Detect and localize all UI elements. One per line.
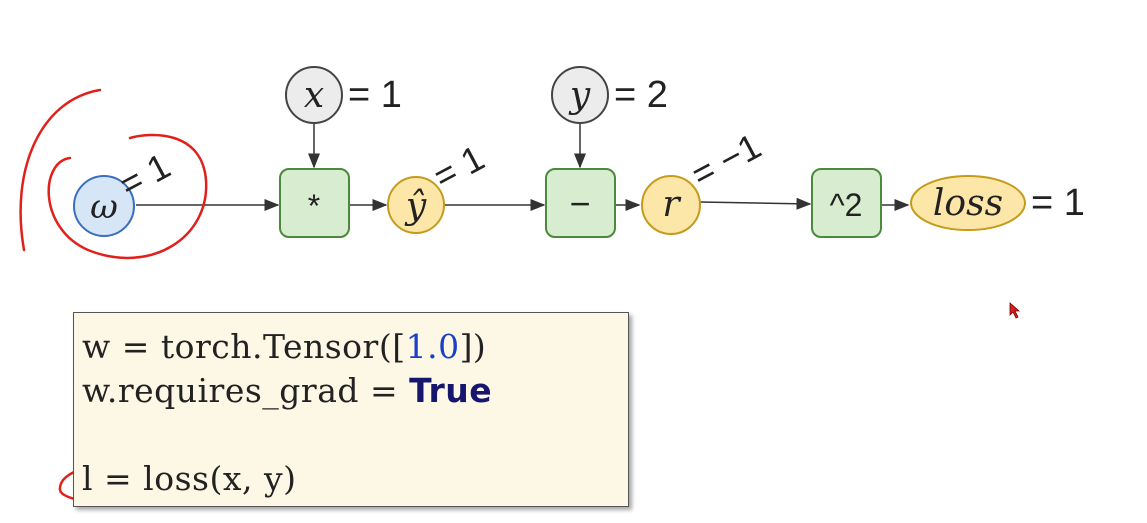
op-node-subtract: − — [545, 168, 616, 238]
op-node-square: ^2 — [811, 168, 882, 238]
weight-node: ω = 1 — [73, 145, 177, 237]
mouse-cursor-icon — [1009, 302, 1021, 319]
weight-circle-annotation — [47, 133, 208, 260]
y-hat-symbol: ŷ — [404, 186, 427, 227]
code-line-2-keyword: True — [409, 371, 493, 410]
weight-outer-arc-annotation — [19, 88, 102, 252]
input-x-assignment: = 1 — [348, 74, 402, 116]
subtract-symbol: − — [569, 183, 590, 224]
edge-r-to-square — [699, 197, 812, 210]
square-symbol: ^2 — [830, 187, 863, 223]
loss-symbol: loss — [933, 183, 1003, 224]
code-line-2-text: w.requires_grad = — [82, 371, 410, 410]
input-y-symbol: y — [568, 75, 591, 116]
input-y-assignment: = 2 — [614, 74, 668, 116]
input-node-y: y = 2 — [551, 66, 668, 124]
code-line-1-text: w = torch.Tensor([ — [82, 327, 406, 366]
input-x-symbol: x — [304, 75, 324, 116]
value-node-residual: r = −1 — [641, 125, 768, 235]
code-line-2: w.requires_grad = True — [82, 371, 492, 410]
code-line-1-tail: ]) — [459, 327, 487, 366]
graph-edges — [136, 123, 910, 211]
code-line-1-number: 1.0 — [405, 327, 460, 366]
multiply-symbol: * — [308, 188, 320, 224]
op-node-multiply: * — [279, 168, 350, 238]
loss-node: loss = 1 — [910, 175, 1085, 231]
input-node-x: x = 1 — [285, 66, 402, 124]
residual-symbol: r — [662, 184, 681, 225]
loss-assignment: = 1 — [1031, 182, 1085, 224]
value-node-y-hat: ŷ = 1 — [387, 137, 491, 234]
weight-symbol: ω — [90, 187, 118, 227]
code-snippet-box: w = torch.Tensor([1.0]) w.requires_grad … — [73, 312, 629, 507]
code-line-3-text: l = loss(x, y) — [82, 459, 297, 498]
residual-annotation: = −1 — [685, 125, 768, 195]
code-line-1: w = torch.Tensor([1.0]) — [82, 327, 486, 366]
code-line-3: l = loss(x, y) — [82, 459, 296, 498]
